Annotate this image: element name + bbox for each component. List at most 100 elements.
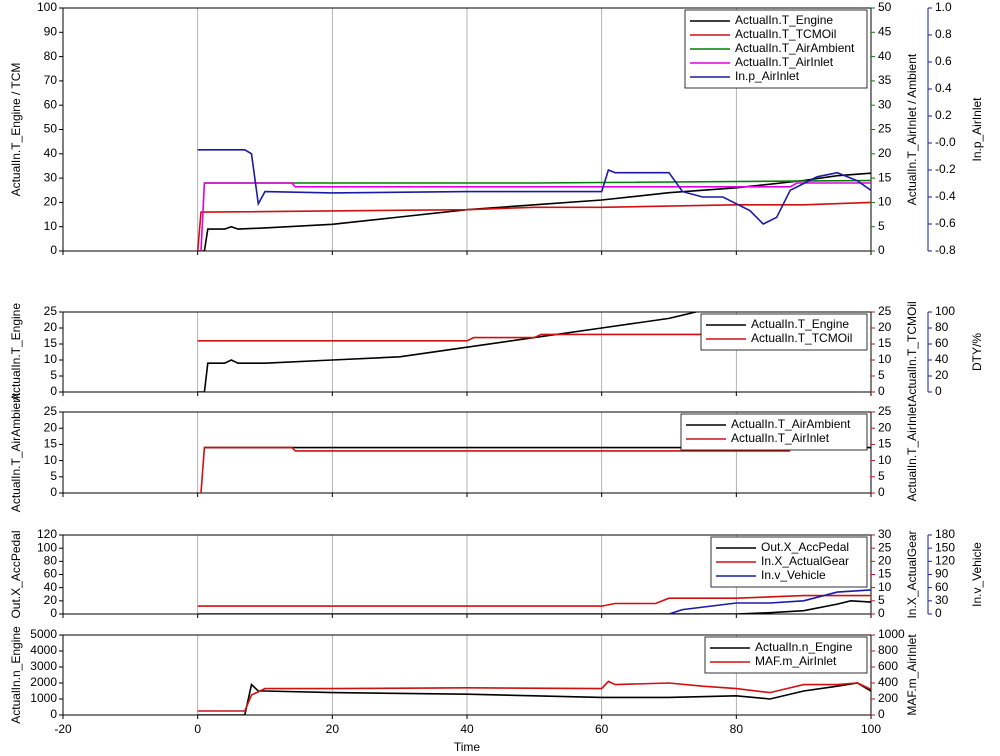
panel: 0 5 10 15 20 25 ActualIn.T_AirAmbient 0 5 10 15 20 2… <box>9 392 919 512</box>
y3-tick-label: 0.8 <box>935 27 952 41</box>
y-tick-label: 60 <box>44 97 58 111</box>
series-line <box>200 182 871 251</box>
x-tick-label: 80 <box>730 722 744 736</box>
y2-tick-label: 0 <box>878 707 885 721</box>
y-tick-label: 60 <box>44 567 58 581</box>
y2-axis-label: ActualIn.T_AirInlet <box>905 403 919 502</box>
y-tick-label: 70 <box>44 73 58 87</box>
x-tick-label: 100 <box>861 722 881 736</box>
legend-label: ActualIn.T_Engine <box>751 317 849 331</box>
y2-tick-label: 0 <box>878 243 885 257</box>
y-tick-label: 20 <box>44 593 58 607</box>
y-tick-label: 80 <box>44 554 58 568</box>
y2-tick-label: 5 <box>878 469 885 483</box>
y-axis-label: Out.X_AccPedal <box>9 530 23 618</box>
series-line <box>196 201 871 251</box>
y3-tick-label: 0 <box>935 384 942 398</box>
y2-tick-label: 20 <box>878 420 892 434</box>
y2-tick-label: 25 <box>878 122 892 136</box>
y3-tick-label: 150 <box>935 540 955 554</box>
y3-tick-label: 30 <box>935 593 949 607</box>
y-tick-label: 90 <box>44 24 58 38</box>
plot-frame <box>62 411 872 494</box>
x-tick-label: 60 <box>595 722 609 736</box>
y3-tick-label: 90 <box>935 567 949 581</box>
y2-tick-label: 15 <box>878 567 892 581</box>
x-axis-label: Time <box>454 740 481 754</box>
y-tick-label: 25 <box>44 304 58 318</box>
y3-tick-label: 60 <box>935 336 949 350</box>
y3-tick-label: -0.8 <box>935 243 956 257</box>
series-line <box>668 589 871 614</box>
y2-tick-label: 5 <box>878 593 885 607</box>
y2-axis-label: In.X_ActualGear <box>905 530 919 618</box>
y-axis-label: ActualIn.T_Engine / TCM <box>9 63 23 197</box>
y2-tick-label: 30 <box>878 97 892 111</box>
y-tick-label: 5 <box>50 469 57 483</box>
y3-tick-label: 80 <box>935 320 949 334</box>
y2-tick-label: 25 <box>878 304 892 318</box>
y3-tick-label: 40 <box>935 352 949 366</box>
y3-tick-label: -0.6 <box>935 216 956 230</box>
y2-tick-label: 10 <box>878 580 892 594</box>
legend-label: ActualIn.T_Engine <box>735 13 833 27</box>
series-line <box>197 333 737 342</box>
legend-label: ActualIn.T_AirInlet <box>731 431 830 445</box>
y3-axis-label: In.p_AirInlet <box>970 97 984 162</box>
y2-tick-label: 45 <box>878 24 892 38</box>
y3-tick-label: 60 <box>935 580 949 594</box>
y-tick-label: 2000 <box>30 675 57 689</box>
x-tick-label: 40 <box>460 722 474 736</box>
y2-tick-label: 5 <box>878 368 885 382</box>
y-tick-label: 15 <box>44 336 58 350</box>
y-tick-label: 0 <box>50 243 57 257</box>
y2-tick-label: 25 <box>878 540 892 554</box>
legend-label: ActualIn.T_TCMOil <box>735 27 836 41</box>
plot-frame <box>62 634 872 716</box>
y3-tick-label: 180 <box>935 527 955 541</box>
series-line <box>197 680 871 712</box>
y-tick-label: 15 <box>44 437 58 451</box>
y-axis-label: ActualIn.n_Engine <box>9 626 23 724</box>
y2-tick-label: 40 <box>878 49 892 63</box>
y2-tick-label: 35 <box>878 73 892 87</box>
y2-tick-label: 15 <box>878 336 892 350</box>
x-tick-label: 20 <box>326 722 340 736</box>
y2-tick-label: 5 <box>878 219 885 233</box>
y3-tick-label: 20 <box>935 368 949 382</box>
y2-tick-label: 15 <box>878 437 892 451</box>
y-tick-label: 40 <box>44 580 58 594</box>
legend-label: Out.X_AccPedal <box>761 540 849 554</box>
y-tick-label: 0 <box>50 384 57 398</box>
y3-tick-label: -0.2 <box>935 162 956 176</box>
y-tick-label: 100 <box>37 540 57 554</box>
legend-label: ActualIn.T_TCMOil <box>751 331 852 345</box>
y-tick-label: 120 <box>37 527 57 541</box>
y-tick-label: 1000 <box>30 691 57 705</box>
y3-tick-label: -0.0 <box>935 135 956 149</box>
y2-tick-label: 15 <box>878 170 892 184</box>
y2-tick-label: 20 <box>878 146 892 160</box>
panel: 0102030405060708090100ActualIn.T_Engine … <box>9 0 984 257</box>
y-tick-label: 5000 <box>30 627 57 641</box>
y2-tick-label: 30 <box>878 527 892 541</box>
y-tick-label: 4000 <box>30 643 57 657</box>
legend-box <box>700 313 868 351</box>
legend-box <box>704 636 868 674</box>
legend-label: In.X_ActualGear <box>761 554 849 568</box>
y-tick-label: 40 <box>44 146 58 160</box>
y3-tick-label: 0.4 <box>935 81 952 95</box>
legend-label: ActualIn.n_Engine <box>755 640 853 654</box>
y-tick-label: 3000 <box>30 659 57 673</box>
legend-label: MAF.m_AirInlet <box>755 654 837 668</box>
series-line <box>197 149 871 225</box>
y3-tick-label: 0.2 <box>935 108 952 122</box>
series-line <box>200 446 791 493</box>
y2-tick-label: 600 <box>878 659 898 673</box>
y-tick-label: 10 <box>44 453 58 467</box>
y2-tick-label: 10 <box>878 453 892 467</box>
plot-frame <box>62 311 872 393</box>
y3-tick-label: 0.6 <box>935 54 952 68</box>
